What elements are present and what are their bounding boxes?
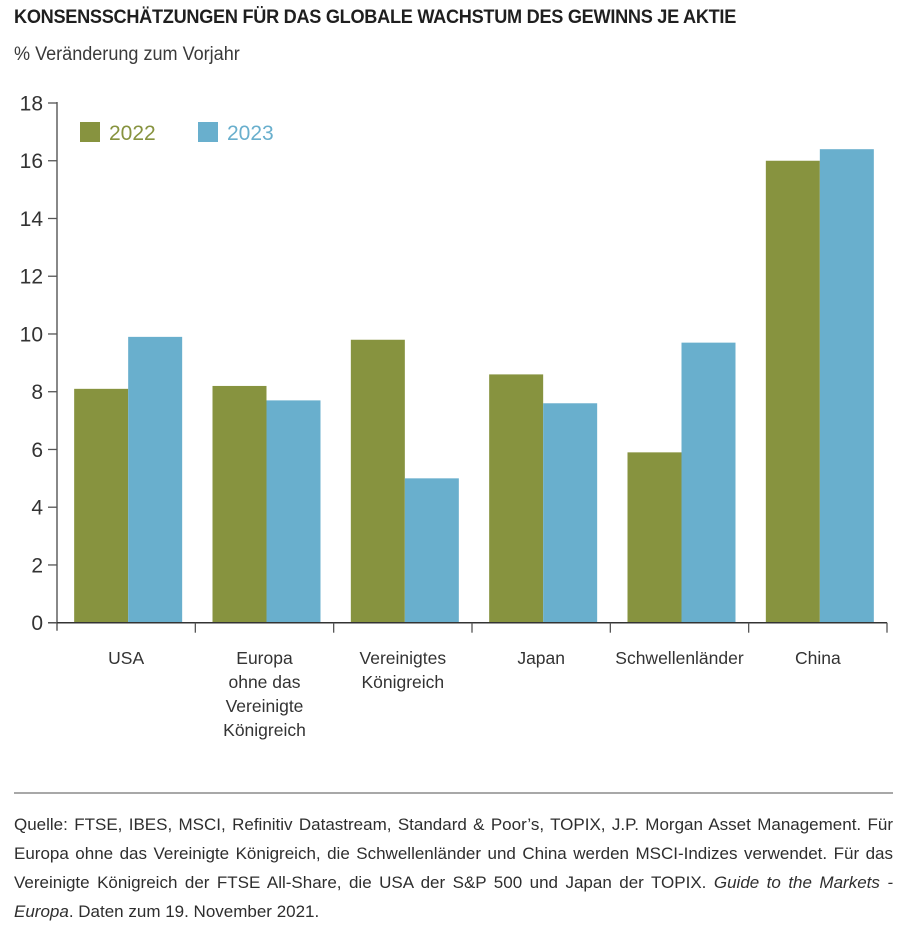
bar-2022-china bbox=[765, 160, 820, 623]
axes-group: 0 2 4 6 8 10 12 14 16 18 USA Europa ohne das Vereinig… bbox=[20, 93, 888, 740]
footnote-divider bbox=[14, 792, 893, 794]
y-tick-label: 2 bbox=[31, 554, 43, 577]
footnote-date: . Daten zum 19. November 2021. bbox=[68, 902, 320, 921]
legend-swatch-2023 bbox=[198, 122, 218, 142]
y-tick-label: 18 bbox=[20, 93, 43, 116]
x-tick-label: China bbox=[795, 648, 841, 668]
bar-2022-europa-ohne-das-vereinigte-königreich bbox=[212, 385, 267, 623]
x-tick-label: Europa ohne das Vereinigte Königreich bbox=[223, 648, 306, 740]
y-tick-label: 6 bbox=[31, 439, 43, 462]
bars-group bbox=[74, 149, 874, 623]
bar-2022-vereinigtes-königreich bbox=[350, 339, 405, 623]
bar-2022-japan bbox=[489, 374, 544, 623]
y-tick-label: 8 bbox=[31, 381, 43, 404]
legend-label-2023: 2023 bbox=[227, 122, 274, 145]
bar-2023-europa-ohne-das-vereinigte-königreich bbox=[266, 400, 321, 623]
x-tick-label: Vereinigtes Königreich bbox=[360, 648, 447, 692]
footnote-text: Quelle: FTSE, IBES, MSCI, Refinitiv Data… bbox=[14, 815, 893, 892]
bar-2023-schwellenländer bbox=[681, 342, 736, 623]
bar-2023-china bbox=[819, 149, 874, 623]
source-footnote: Quelle: FTSE, IBES, MSCI, Refinitiv Data… bbox=[14, 810, 893, 926]
x-tick-label: Schwellenländer bbox=[615, 648, 744, 668]
bar-2023-vereinigtes-königreich bbox=[404, 478, 459, 623]
x-tick-label: Japan bbox=[517, 648, 565, 668]
bar-2022-usa bbox=[74, 388, 129, 623]
y-tick-label: 12 bbox=[20, 266, 43, 289]
y-tick-label: 14 bbox=[20, 208, 44, 231]
chart-title: KONSENSSCHÄTZUNGEN FÜR DAS GLOBALE WACHS… bbox=[14, 6, 737, 28]
legend-swatch-2022 bbox=[80, 122, 100, 142]
bar-2023-usa bbox=[128, 336, 183, 623]
x-tick-label: USA bbox=[108, 648, 144, 668]
legend-label-2022: 2022 bbox=[109, 122, 156, 145]
bar-chart: 0 2 4 6 8 10 12 14 16 18 USA Europa ohne das Vereinig… bbox=[20, 93, 888, 740]
chart-subtitle: % Veränderung zum Vorjahr bbox=[14, 44, 240, 65]
y-tick-label: 0 bbox=[31, 612, 43, 635]
y-tick-label: 16 bbox=[20, 150, 43, 173]
y-tick-label: 4 bbox=[31, 497, 43, 520]
footnote-publication: Guide to the Markets - Europa bbox=[14, 873, 893, 921]
bar-2023-japan bbox=[543, 403, 598, 623]
bar-2022-schwellenländer bbox=[627, 452, 682, 623]
legend: 2022 2023 bbox=[80, 122, 274, 145]
y-tick-label: 10 bbox=[20, 323, 43, 346]
